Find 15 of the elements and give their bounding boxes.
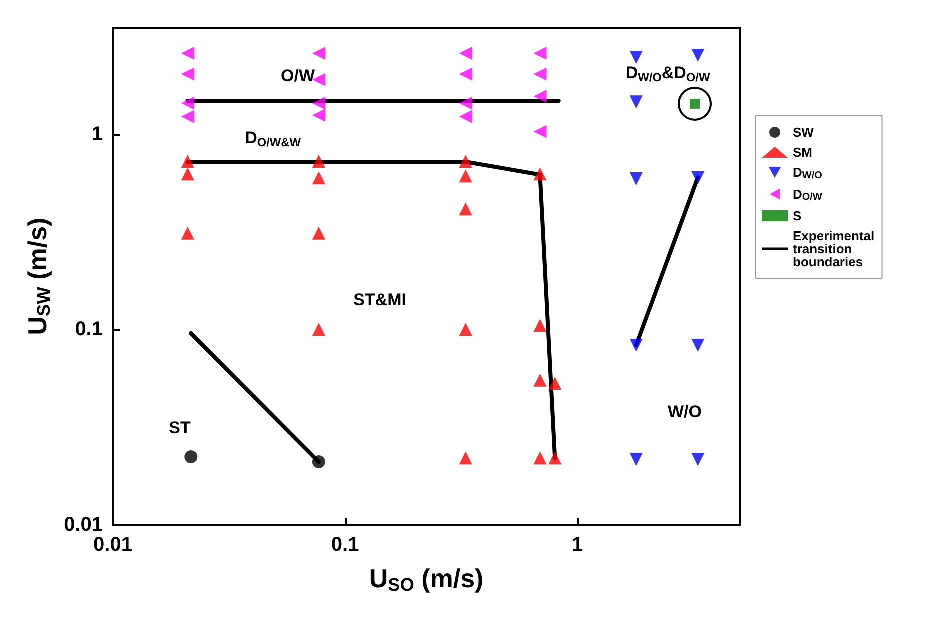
y-tick-label: 0.1 <box>75 318 103 341</box>
legend-label: S <box>793 208 802 224</box>
annotation: ST <box>169 418 192 438</box>
x-tick-label: 0.01 <box>94 534 132 556</box>
annotation: O/W <box>281 66 316 86</box>
annotation: ST&MI <box>354 290 406 310</box>
annotation: W/O <box>668 402 702 422</box>
legend-label: Experimental transition boundaries <box>793 228 878 270</box>
legend-label: SM <box>793 145 812 160</box>
x-tick-label: 1 <box>572 534 584 556</box>
y-axis-title: USW (m/s) <box>22 218 54 336</box>
legend-label: SW <box>793 125 815 140</box>
x-tick-label: 0.1 <box>331 534 360 556</box>
y-tick-label: 1 <box>92 123 103 146</box>
y-tick-label: 0.01 <box>64 514 103 536</box>
